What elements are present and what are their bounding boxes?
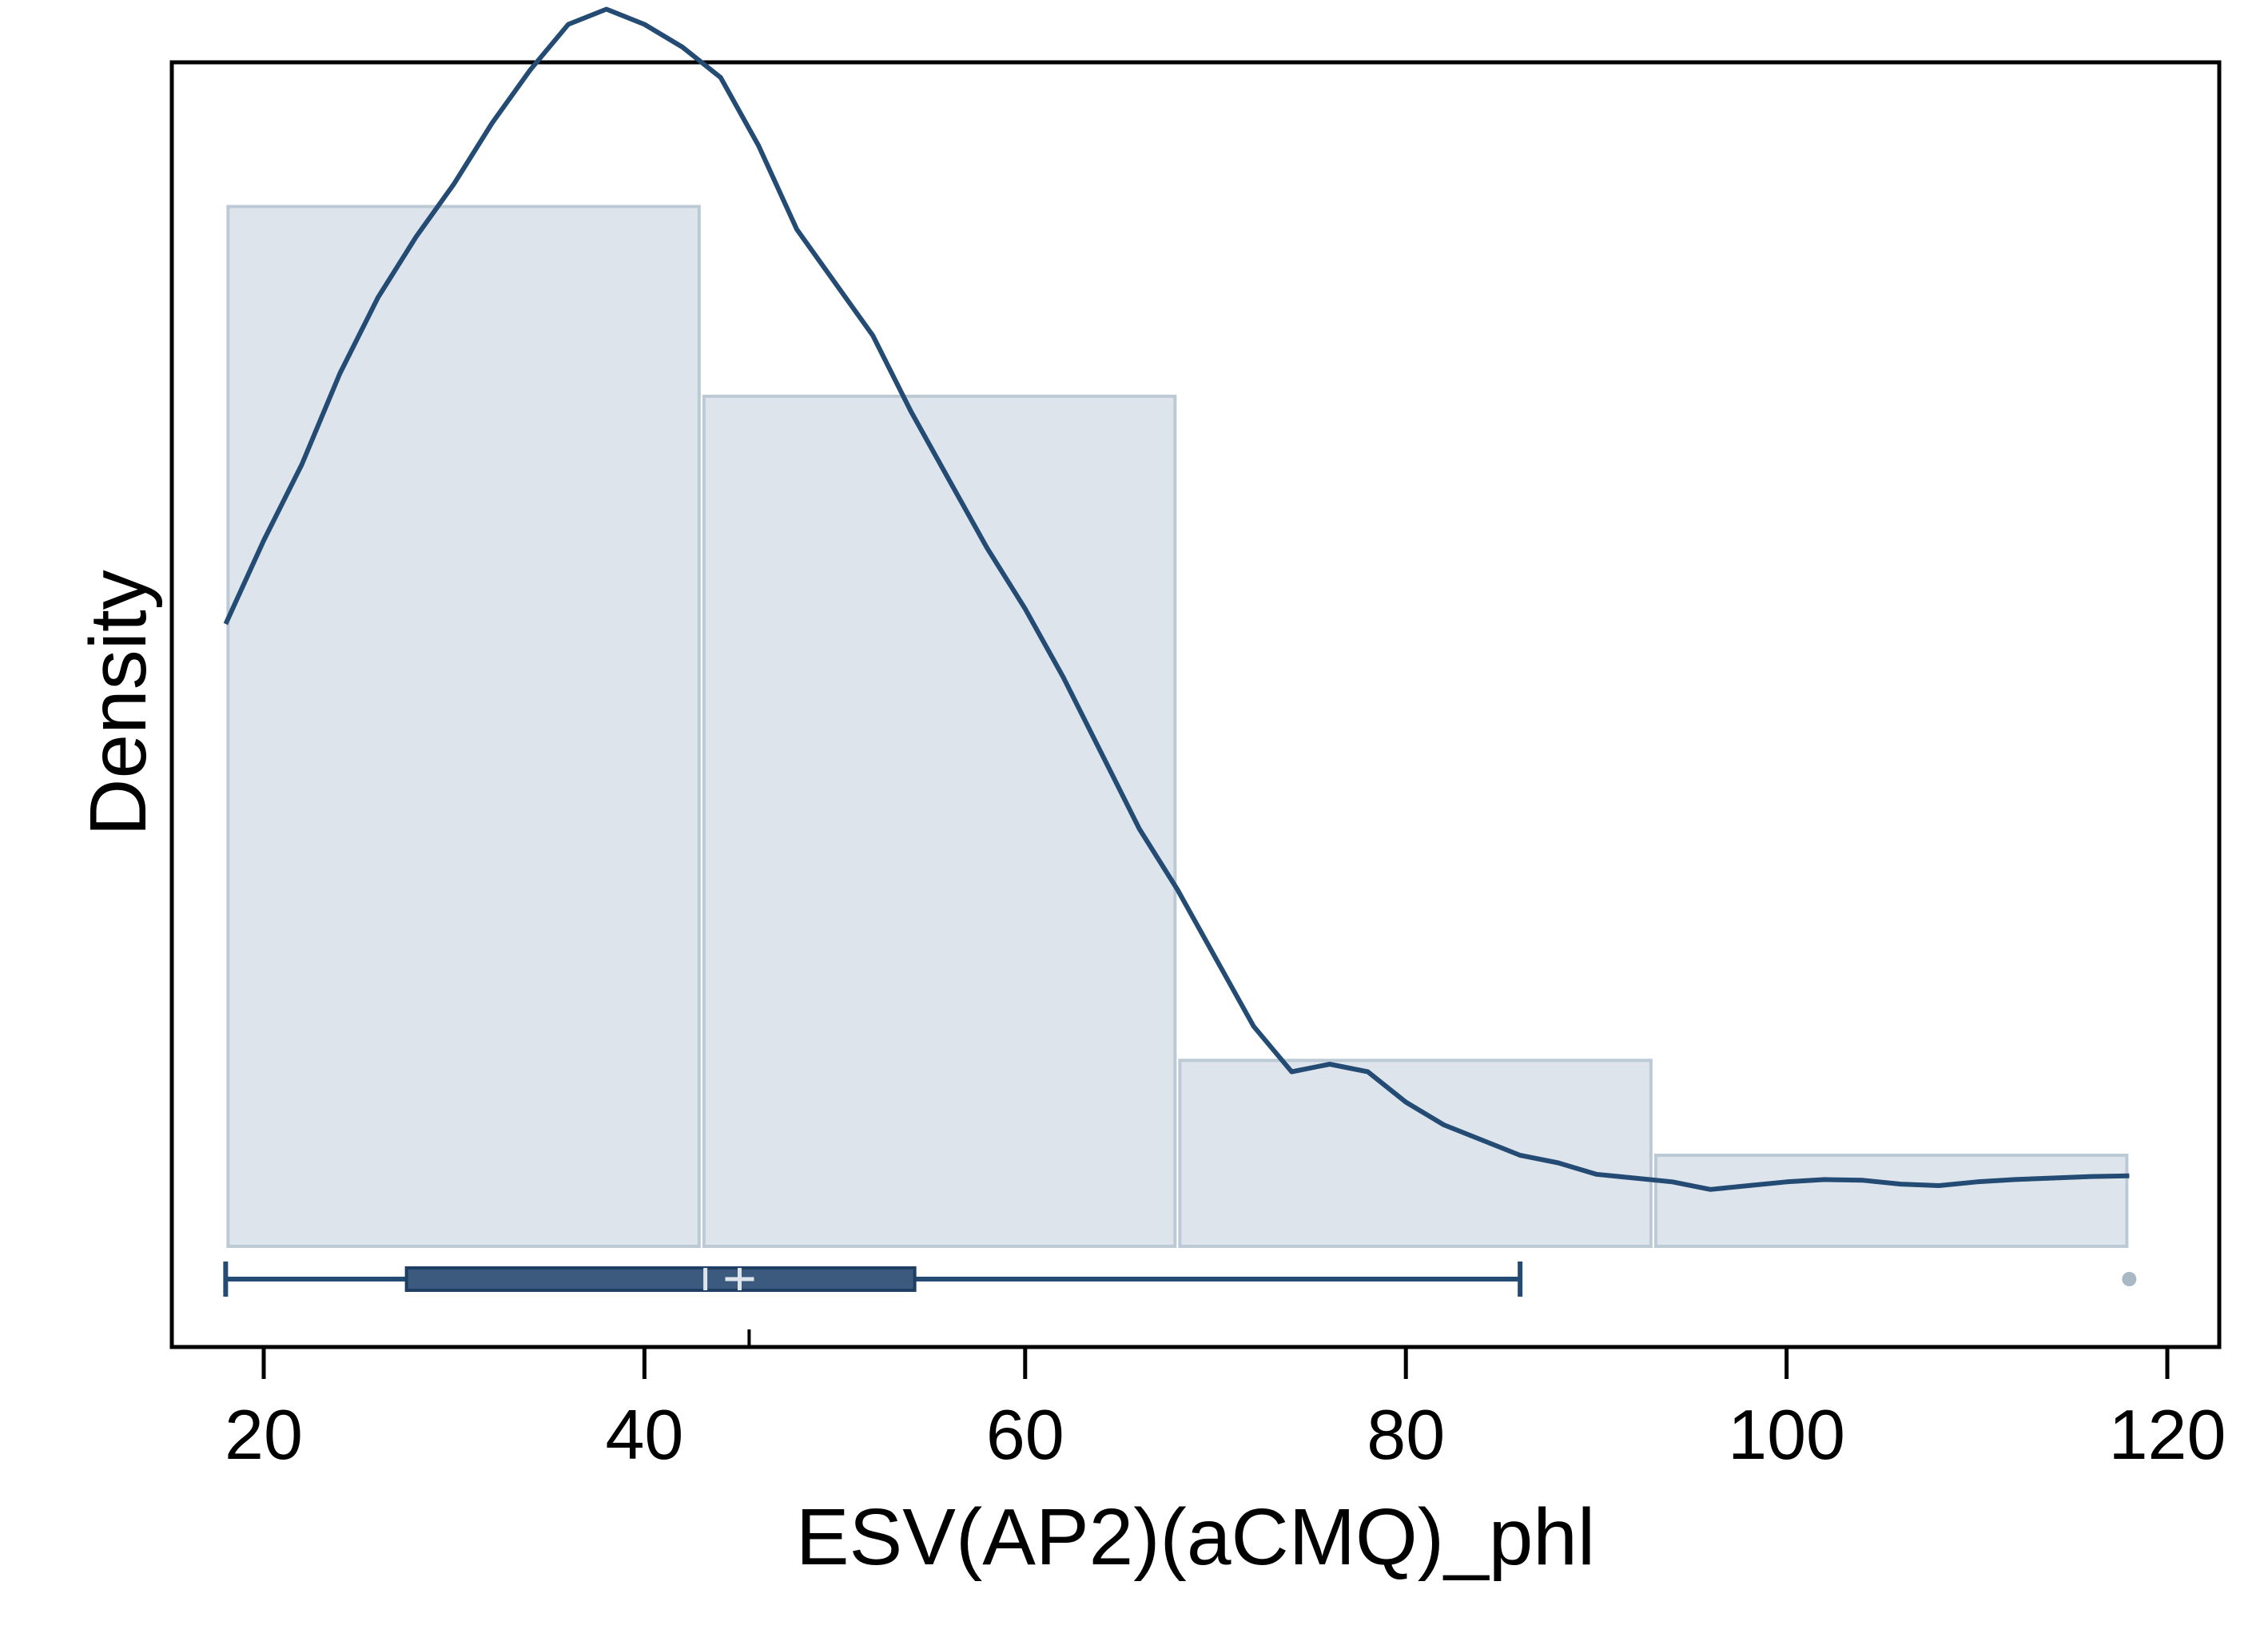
boxplot-outlier-1 xyxy=(2122,1272,2137,1286)
x-tick-label-60: 60 xyxy=(986,1395,1064,1474)
x-tick-label-20: 20 xyxy=(225,1395,303,1474)
histogram-bar-4 xyxy=(1653,1154,2129,1248)
x-tick-label-40: 40 xyxy=(605,1395,683,1474)
x-tick-label-100: 100 xyxy=(1728,1395,1845,1474)
histogram-bar-1 xyxy=(226,205,701,1248)
x-axis-title: ESV(AP2)(aCMQ)_phl xyxy=(796,1492,1595,1582)
density-curve-line xyxy=(223,6,2130,1192)
x-axis: 20 40 60 80 100 120 xyxy=(225,1347,2226,1474)
histogram-bar-3 xyxy=(1178,1059,1653,1248)
density-curve-layer xyxy=(223,6,2130,1192)
histogram-bar-2 xyxy=(702,395,1177,1248)
histogram-bars xyxy=(226,205,2129,1248)
boxplot-box xyxy=(404,1266,917,1292)
y-axis-title: Density xyxy=(74,570,163,836)
boxplot-layer xyxy=(223,1262,2137,1297)
x-tick-label-80: 80 xyxy=(1367,1395,1445,1474)
x-tick-label-120: 120 xyxy=(2109,1395,2226,1474)
